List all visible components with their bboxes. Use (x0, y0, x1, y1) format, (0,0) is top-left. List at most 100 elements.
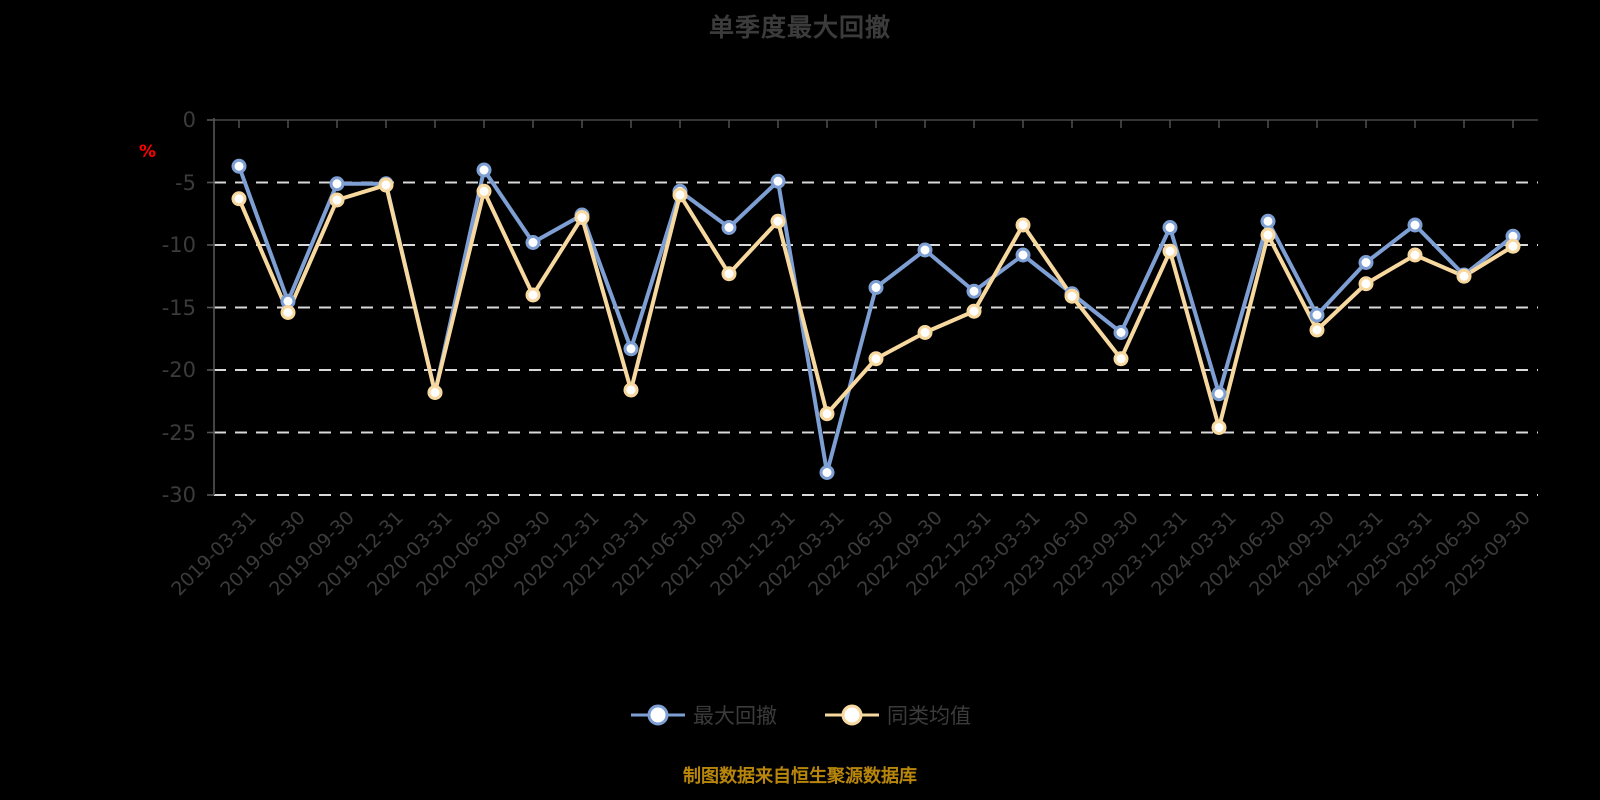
data-point-marker[interactable] (623, 341, 639, 357)
data-point[interactable]: 同类均值 2019-03-31: -6.3% (231, 191, 247, 207)
data-point-marker[interactable] (1358, 276, 1374, 292)
data-point[interactable]: 最大回撤 2021-09-30: -8.6% (721, 220, 737, 235)
data-point[interactable]: 同类均值 2023-09-30: -19.1% (1113, 351, 1129, 367)
data-point[interactable]: 最大回撤 2022-06-30: -13.4% (868, 280, 884, 295)
data-point-marker[interactable] (378, 177, 394, 193)
footnote: 制图数据来自恒生聚源数据库 (683, 766, 917, 787)
data-point-marker[interactable] (819, 406, 835, 422)
data-point-marker[interactable] (1309, 307, 1325, 323)
page-title: 单季度最大回撤 (708, 13, 891, 42)
data-point-marker[interactable] (1162, 243, 1178, 259)
data-point[interactable]: 同类均值 2024-09-30: -16.8% (1309, 322, 1325, 338)
data-point[interactable]: 最大回撤 2023-12-31: -8.6% (1162, 220, 1178, 235)
data-point[interactable]: 同类均值 2024-12-31: -13.1% (1358, 276, 1374, 292)
data-point-marker[interactable] (721, 220, 737, 235)
data-point[interactable]: 同类均值 2021-03-31: -21.6% (623, 382, 639, 398)
data-point[interactable]: 最大回撤 2021-12-31: -4.9% (770, 173, 786, 189)
data-point[interactable]: 同类均值 2019-12-31: -5.2% (378, 177, 394, 193)
data-point-marker[interactable] (1309, 322, 1325, 338)
data-point[interactable]: 最大回撤 2019-03-31: -3.7% (231, 158, 247, 174)
data-point-marker[interactable] (1407, 247, 1423, 263)
data-point[interactable]: 最大回撤 2022-12-31: -13.7% (966, 283, 982, 299)
data-point[interactable]: 同类均值 2025-03-31: -10.8% (1407, 247, 1423, 263)
data-point[interactable]: 同类均值 2022-03-31: -23.5% (819, 406, 835, 422)
data-point-marker[interactable] (574, 210, 590, 225)
data-point[interactable]: 最大回撤 2019-09-30: -5.1% (329, 176, 345, 192)
data-point[interactable]: 同类均值 2025-06-30: -12.5% (1456, 268, 1472, 284)
data-point[interactable]: 同类均值 2024-03-31: -24.6% (1211, 420, 1227, 435)
data-point[interactable]: 同类均值 2021-06-30: -6% (672, 187, 688, 203)
data-point[interactable]: 同类均值 2023-03-31: -8.4% (1015, 217, 1031, 233)
data-point[interactable]: 同类均值 2021-12-31: -8.1% (770, 213, 786, 229)
data-point-marker[interactable] (770, 213, 786, 229)
data-point-marker[interactable] (329, 192, 345, 208)
y-axis-tick-label: -20 (161, 358, 196, 382)
data-point[interactable]: 最大回撤 2024-03-31: -21.9% (1211, 386, 1227, 402)
data-point-marker[interactable] (525, 287, 541, 303)
data-point-marker[interactable] (1456, 268, 1472, 284)
data-point-marker[interactable] (868, 351, 884, 367)
data-point[interactable]: 最大回撤 2021-03-31: -18.3% (623, 341, 639, 357)
data-point-marker[interactable] (672, 187, 688, 203)
data-point-marker[interactable] (476, 162, 492, 178)
data-point-marker[interactable] (1015, 217, 1031, 233)
data-point[interactable]: 同类均值 2020-06-30: -5.7% (476, 183, 492, 199)
y-axis-tick-label: -30 (161, 483, 196, 507)
data-point-marker[interactable] (1505, 238, 1521, 254)
data-point[interactable]: 同类均值 2023-06-30: -14.1% (1064, 288, 1080, 304)
data-point[interactable]: 最大回撤 2023-09-30: -17% (1113, 325, 1129, 340)
data-point[interactable]: 同类均值 2022-06-30: -19.1% (868, 351, 884, 367)
data-point[interactable]: 同类均值 2023-12-31: -10.5% (1162, 243, 1178, 259)
data-point-marker[interactable] (329, 176, 345, 192)
data-point-marker[interactable] (231, 158, 247, 174)
data-point[interactable]: 同类均值 2022-09-30: -17% (917, 325, 933, 340)
data-point[interactable]: 同类均值 2021-09-30: -12.3% (721, 266, 737, 282)
data-point-marker[interactable] (1260, 227, 1276, 243)
data-point[interactable]: 同类均值 2024-06-30: -9.2% (1260, 227, 1276, 243)
data-point[interactable]: 同类均值 2020-03-31: -21.8% (427, 385, 443, 400)
data-point[interactable]: 最大回撤 2022-03-31: -28.2% (819, 465, 835, 480)
data-point-marker[interactable] (917, 325, 933, 340)
data-point-marker[interactable] (966, 283, 982, 299)
chart-legend: 最大回撤 同类均值 (0, 700, 1600, 730)
data-point-marker[interactable] (525, 235, 541, 250)
data-point-marker[interactable] (427, 385, 443, 400)
data-point-marker[interactable] (917, 242, 933, 258)
data-point-marker[interactable] (231, 191, 247, 207)
data-point[interactable]: 最大回撤 2022-09-30: -10.4% (917, 242, 933, 258)
data-point-marker[interactable] (1260, 213, 1276, 229)
data-point-marker[interactable] (1211, 386, 1227, 402)
data-point[interactable]: 最大回撤 2020-09-30: -9.8% (525, 235, 541, 250)
data-point-marker[interactable] (1358, 255, 1374, 270)
data-point-marker[interactable] (1015, 247, 1031, 263)
data-point[interactable]: 同类均值 2022-12-31: -15.3% (966, 303, 982, 319)
data-point[interactable]: 最大回撤 2024-06-30: -8.1% (1260, 213, 1276, 229)
legend-item-drawdown[interactable]: 最大回撤 (629, 700, 777, 730)
data-point-marker[interactable] (721, 266, 737, 282)
data-point[interactable]: 最大回撤 2020-06-30: -4% (476, 162, 492, 178)
data-point-marker[interactable] (966, 303, 982, 319)
data-point[interactable]: 同类均值 2025-09-30: -10.1% (1505, 238, 1521, 254)
data-point-marker[interactable] (1211, 420, 1227, 435)
data-point-marker[interactable] (476, 183, 492, 199)
data-point[interactable]: 同类均值 2019-09-30: -6.4% (329, 192, 345, 208)
data-point-marker[interactable] (280, 305, 296, 320)
data-point-marker[interactable] (1407, 217, 1423, 233)
data-point[interactable]: 同类均值 2020-12-31: -7.8% (574, 210, 590, 225)
data-point[interactable]: 最大回撤 2024-09-30: -15.6% (1309, 307, 1325, 323)
data-point-marker[interactable] (770, 173, 786, 189)
data-point[interactable]: 最大回撤 2025-03-31: -8.4% (1407, 217, 1423, 233)
data-point-marker[interactable] (868, 280, 884, 295)
data-point[interactable]: 同类均值 2020-09-30: -14% (525, 287, 541, 303)
data-point-marker[interactable] (1113, 351, 1129, 367)
data-point[interactable]: 最大回撤 2023-03-31: -10.8% (1015, 247, 1031, 263)
data-point-marker[interactable] (1162, 220, 1178, 235)
data-point-marker[interactable] (819, 465, 835, 480)
data-point-marker[interactable] (1113, 325, 1129, 340)
data-point-marker[interactable] (623, 382, 639, 398)
legend-item-peer-average[interactable]: 同类均值 (823, 700, 971, 730)
data-point[interactable]: 最大回撤 2024-12-31: -11.4% (1358, 255, 1374, 270)
data-point[interactable]: 同类均值 2019-06-30: -15.4% (280, 305, 296, 320)
data-point-marker[interactable] (1064, 288, 1080, 304)
